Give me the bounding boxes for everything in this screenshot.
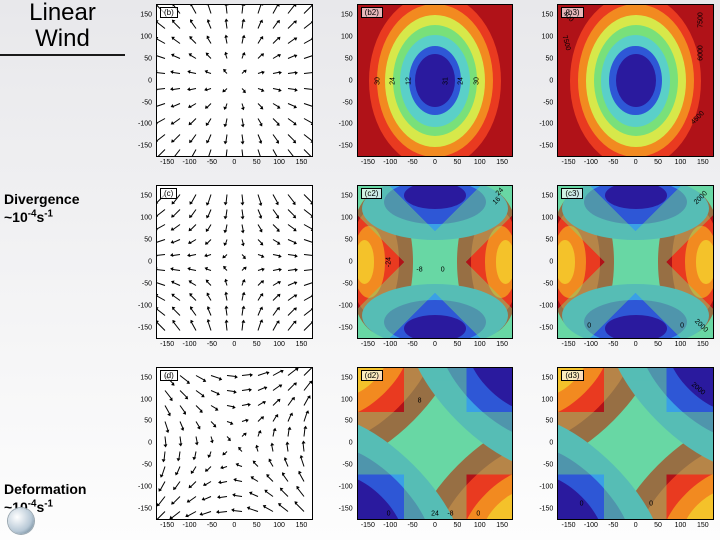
row3-label-a: Deformation [4,480,121,498]
contour-label: 30 [374,77,381,85]
panel-label: (c2) [361,188,383,199]
page-root: Linear Wind Divergence ~10-4s-1 Deformat… [0,0,720,540]
row1-underline [0,54,125,56]
axes: 7500600045004007500 [557,4,714,157]
row2-label-a: Divergence [4,190,121,208]
contour-label: 0 [680,322,684,329]
y-ticks: -150-100-50050100150 [329,185,355,338]
contour-label: 0 [476,511,480,518]
left-label-column: Linear Wind Divergence ~10-4s-1 Deformat… [0,0,125,540]
axes [156,4,313,157]
contour-label: 0 [441,266,445,273]
contour-label: 6000 [697,46,704,62]
panel-c2: 1624-80-24(c2)-150-100-50050100150-150-1… [329,181,518,358]
row1-label: Linear Wind [4,0,121,53]
contour-label: 8 [418,397,422,404]
row1-label-b: Wind [4,26,121,52]
panel-label: (d3) [561,370,583,381]
panel-label: (b2) [361,7,383,18]
contour-label: 30 [473,77,480,85]
panel-label: (d) [160,370,178,381]
panel-c3: 2000200000(c3)-150-100-50050100150-150-1… [529,181,718,358]
x-ticks: -150-100-50050100150 [557,341,714,353]
contour-label: 0 [649,500,653,507]
axes: 8 0 24 0 -8 [357,367,514,520]
panel-label: (d2) [361,370,383,381]
earth-logo-icon [8,508,34,534]
x-ticks: -150-100-50050100150 [156,522,313,534]
contour-label: 12 [405,77,412,85]
y-ticks: -150-100-50050100150 [529,185,555,338]
panel-label: (b) [160,7,178,18]
contour-label: 24 [390,77,397,85]
contour-label: 0 [587,322,591,329]
contour-label: -8 [416,266,422,273]
axes: 200000 [557,367,714,520]
panel-label: (c) [160,188,177,199]
row2-label: Divergence ~10-4s-1 [4,190,121,226]
contour-label: 31 [442,77,449,85]
contour-label: -8 [447,511,453,518]
axes: 1624-80-24 [357,185,514,338]
contour-label: 7500 [697,12,704,28]
axes [156,367,313,520]
x-ticks: -150-100-50050100150 [357,341,514,353]
x-ticks: -150-100-50050100150 [156,341,313,353]
x-ticks: -150-100-50050100150 [357,522,514,534]
panel-b3: 7500600045004007500(b3)-150-100-50050100… [529,0,718,177]
panel-d2: 8 0 24 0 -8 (d2) -150-100-50050100150-150-100-… [329,363,518,540]
axes: 2000200000 [557,185,714,338]
row1-label-a: Linear [4,0,121,26]
contour-label: 0 [387,511,391,518]
y-ticks: -150-100-50050100150 [128,4,154,157]
panel-d: (d) -150-100-50050100150-150-100-50050100… [128,363,317,540]
axes: 30 24 12 31 24 30 [357,4,514,157]
x-ticks: -150-100-50050100150 [357,159,514,171]
y-ticks: -150-100-50050100150 [128,185,154,338]
y-ticks: -150-100-50050100150 [329,367,355,520]
contour-label: -24 [385,257,392,267]
panel-label: (c3) [561,188,583,199]
panel-c: (c) -150-100-50050100150-150-100-50050100… [128,181,317,358]
y-ticks: -150-100-50050100150 [329,4,355,157]
axes [156,185,313,338]
panel-b: (b) -150-100-50050100150-150-100-50050100… [128,0,317,177]
contour-label: 24 [431,511,439,518]
panel-b2: 30 24 12 31 24 30 (b2) -150-100-50050100150-150… [329,0,518,177]
y-ticks: -150-100-50050100150 [529,367,555,520]
chart-grid: (b)-150-100-50050100150-150-100-50050100… [128,0,718,540]
y-ticks: -150-100-50050100150 [128,367,154,520]
contour-label: 0 [580,500,584,507]
contour-label: 24 [458,77,465,85]
x-ticks: -150-100-50050100150 [557,159,714,171]
y-ticks: -150-100-50050100150 [529,4,555,157]
row2-label-b: ~10-4s-1 [4,208,121,226]
x-ticks: -150-100-50050100150 [156,159,313,171]
x-ticks: -150-100-50050100150 [557,522,714,534]
panel-d3: 200000(d3)-150-100-50050100150-150-100-5… [529,363,718,540]
